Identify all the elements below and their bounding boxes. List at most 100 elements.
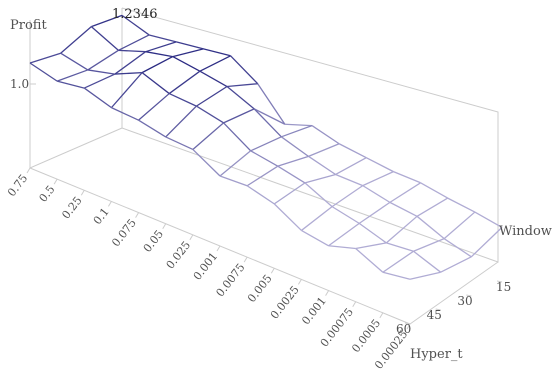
x-tick-label: 0.5 [36,183,57,205]
surface-segment [331,206,360,224]
surface-segment [304,182,333,208]
surface-segment [308,143,340,157]
surface-segment [199,70,228,88]
surface-segment [338,143,367,159]
surface-segment [331,185,364,208]
surface-segment [355,248,384,273]
surface-segment [226,86,255,110]
surface-segment [389,182,421,203]
surface-segment [358,222,387,244]
surface-segment [443,238,472,258]
x-tick-mark [379,312,384,319]
surface-segment [474,211,503,228]
z-tick-label: 1.0 [10,77,29,91]
x-tick-label: 0.075 [109,216,139,249]
surface-segment [226,83,258,88]
x-tick-mark [297,279,302,285]
x-tick-label: 0.025 [164,239,194,272]
x-tick-mark [270,268,275,274]
surface-segment [196,105,224,124]
surface-segment [382,271,411,280]
x-tick-mark [26,167,31,174]
x-tick-label: 0.05 [141,228,166,255]
x-tick-marks [26,167,411,330]
x-tick-label: 0.75 [5,172,30,199]
surface-segment [172,56,201,72]
x-tick-label: 0.005 [245,272,275,305]
x-tick-label: 0.001 [299,294,329,327]
surface-segment [362,171,394,187]
surface-segment [111,107,139,121]
surface-segment [362,185,391,203]
surface-segment [29,62,58,82]
x-tick-mark [53,178,58,185]
surface-segment [172,48,204,58]
surface-segment [385,215,418,244]
y-tick-mark [496,280,503,283]
surface-segment [389,201,418,217]
surface-segment [141,56,174,74]
x-tick-mark [325,290,330,296]
surface-segment [358,201,391,224]
surface-segment [56,80,85,89]
surface-segment [301,206,333,231]
surface-segment [145,41,177,53]
x-tick-mark [107,201,112,207]
surface-segment [420,182,449,199]
surface-segment [280,136,309,157]
surface-segment [301,229,329,247]
surface-segment [121,14,150,36]
x-tick-label: 0.0005 [349,317,383,355]
x-tick-mark [80,190,85,196]
surface-segment [90,26,119,51]
surface-segment [29,52,61,64]
y-tick-label: 30 [457,294,472,308]
surface-segment [328,222,360,247]
y-tick-marks [404,280,503,325]
surface-segment [114,71,143,75]
y-tick-mark [435,308,441,311]
surface-segment [246,185,275,205]
surface-segment [114,51,147,75]
surface-segment [413,238,445,252]
surface-segment [253,108,286,125]
surface-segment [447,197,476,213]
surface-segment [223,108,255,124]
surface-segment [219,150,252,177]
surface-segment [440,256,472,273]
surface-segment [328,245,356,250]
z-axis-title: Profit [10,18,47,33]
x-tick-label: 0.00075 [318,306,356,350]
surface-segment [196,85,228,107]
surface-segment [118,34,150,51]
surface-segment [192,122,224,150]
x-tick-mark [162,223,167,229]
surface-segment [83,87,112,109]
surface-segment [60,26,92,54]
surface-segment [355,242,387,250]
surface-segment [335,173,364,187]
surface-segment [230,55,259,85]
y-tick-label: 15 [496,280,511,294]
surface-segment [118,49,146,53]
x-tick-mark [406,323,411,330]
surface-segment [141,72,170,95]
surface-segment [192,148,221,177]
x-tick-mark [352,301,357,307]
surface-segment [145,51,173,58]
surface-segment [60,52,89,71]
surface-segment [168,92,197,107]
x-tick-mark [216,245,221,252]
surface-segment [277,155,309,167]
surface-segment [273,182,306,205]
surface-segment [56,69,89,82]
surface-segment [365,157,394,173]
surface-segment [165,136,194,151]
surface-segment [393,171,421,184]
x-axis-title: Hyper_t [410,347,463,362]
surface-segment [203,48,231,57]
back-wall-outline [29,8,123,169]
surface-segment [257,83,286,125]
surface-segment [304,173,336,184]
x-tick-label: 0.0075 [214,261,248,299]
